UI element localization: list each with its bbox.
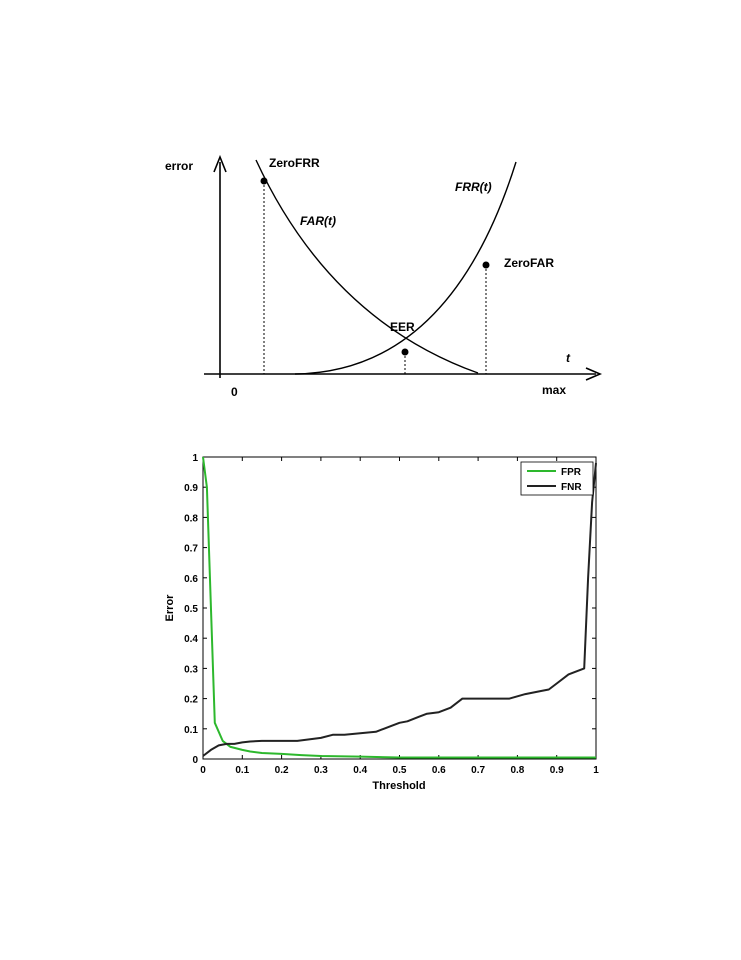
y-axis: 0 0.1 0.2 0.3 0.4 0.5 0.6 0.7 0.8 0.9 1 (184, 453, 596, 766)
frr-curve (294, 161, 517, 375)
series-line-fnr (202, 462, 597, 757)
error-chart: 0 0.1 0.2 0.3 0.4 0.5 0.6 0.7 0.8 0.9 1 0 0.1 0.2 0.3… (164, 453, 599, 792)
far-label: FAR(t) (300, 214, 336, 228)
y-tick-label: 0.9 (184, 483, 198, 494)
y-tick-label: 0.2 (184, 695, 198, 706)
diagram-y-axis-arrowhead (213, 154, 227, 173)
far-curve (255, 159, 479, 374)
series-line-fpr (202, 456, 596, 759)
diagram-origin-label: 0 (231, 385, 238, 399)
y-tick-label: 0.6 (184, 574, 198, 585)
zerofrr-point (260, 177, 268, 185)
series-layer (202, 456, 597, 759)
zerofar-label: ZeroFAR (504, 256, 554, 270)
legend: FPR FNR (520, 461, 594, 496)
x-tick-label: 0.8 (510, 765, 524, 776)
diagram-max-label: max (542, 383, 566, 397)
legend-fpr-label: FPR (561, 467, 582, 478)
frr-label: FRR(t) (455, 180, 492, 194)
x-tick-label: 0 (200, 765, 206, 776)
x-tick-label: 0.7 (471, 765, 485, 776)
x-tick-label: 0.5 (393, 765, 407, 776)
chart-x-axis-label: Threshold (372, 780, 425, 792)
diagram-x-axis-label: t (566, 351, 571, 365)
x-tick-label: 0.9 (550, 765, 564, 776)
y-tick-label: 0.3 (184, 664, 198, 675)
chart-y-axis-label: Error (164, 594, 176, 622)
y-tick-label: 0 (192, 755, 198, 766)
x-tick-label: 0.6 (432, 765, 446, 776)
y-tick-label: 0.8 (184, 513, 198, 524)
diagram-x-axis-arrowhead (585, 367, 603, 381)
eer-point (401, 348, 409, 356)
x-tick-label: 1 (593, 765, 599, 776)
y-tick-label: 0.1 (184, 725, 198, 736)
x-tick-label: 0.3 (314, 765, 328, 776)
legend-fnr-label: FNR (561, 482, 582, 493)
y-tick-label: 0.4 (184, 634, 198, 645)
x-tick-label: 0.1 (235, 765, 249, 776)
y-tick-label: 1 (192, 453, 198, 464)
legend-box (520, 461, 594, 496)
diagram-y-axis-label: error (165, 159, 193, 173)
y-tick-label: 0.5 (184, 604, 198, 615)
zerofrr-label: ZeroFRR (269, 156, 320, 170)
zerofar-point (482, 261, 490, 269)
error-diagram: error ZeroFRR FAR(t) FRR(t) ZeroFAR EER … (165, 154, 603, 399)
eer-label: EER (390, 320, 415, 334)
x-tick-label: 0.2 (275, 765, 289, 776)
chart-plot-area (202, 456, 597, 760)
x-tick-label: 0.4 (353, 765, 367, 776)
y-tick-label: 0.7 (184, 544, 198, 555)
